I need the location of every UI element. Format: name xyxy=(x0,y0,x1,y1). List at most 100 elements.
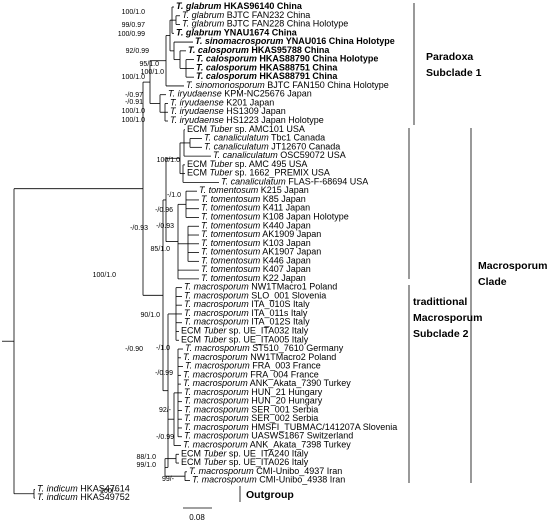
support-value: -/0.93 xyxy=(156,223,174,230)
tip-species: T. sinomonosporum xyxy=(186,80,265,90)
support-value: -/0.99 xyxy=(155,370,173,377)
tip-voucher: FRA_004 France xyxy=(250,370,319,380)
tip-label: ECM Tuber sp. UE_ITA240 Italy xyxy=(181,449,309,459)
tip-voucher: CMI-Unibo_4937 Iran xyxy=(256,466,342,476)
tip-label: T. macrosporum ITA_010S Italy xyxy=(184,300,310,310)
support-value: -/0.97 xyxy=(125,92,143,99)
support-value: 99/0.97 xyxy=(122,22,145,29)
tip-label: T. macrosporum HUN_21 Hungary xyxy=(184,387,323,397)
support-value: 100/1.0 xyxy=(157,157,180,164)
tip-label: T. tomentosum K103 Japan xyxy=(201,238,311,248)
support-value: 100/1.0 xyxy=(141,69,164,76)
tip-voucher: sp. UE_ITA005 Italy xyxy=(229,335,309,345)
tip-label: T. macrosporum NW1TMacro1 Poland xyxy=(184,282,337,292)
tip-species: T. calosporum xyxy=(196,63,257,73)
tip-label: T. calosporum HKAS88791 China xyxy=(196,72,338,82)
tip-label: T. macrosporum ST510_7610 Germany xyxy=(185,343,344,353)
support-value: 95/1.0 xyxy=(140,61,160,68)
clade-label: Subclade 2 xyxy=(413,328,469,340)
tip-voucher: SER_001 Serbia xyxy=(251,405,318,415)
support-value: 100/1.0 xyxy=(93,272,116,279)
tip-voucher: HUN_21 Hungary xyxy=(251,387,323,397)
tip-species: T. canaliculatum xyxy=(213,150,278,160)
tip-voucher: K407 Japan xyxy=(263,264,311,274)
tip-species: T. iryudaense xyxy=(170,115,224,125)
support-value: 100/1.0 xyxy=(122,108,145,115)
tip-voucher: AK1907 Japan xyxy=(262,247,321,257)
tip-voucher: NW1TMacro1 Poland xyxy=(251,282,337,292)
tip-species: T. glabrum xyxy=(182,10,225,20)
tip-species: T. tomentosum xyxy=(201,221,261,231)
tip-voucher: HUN_20 Hungary xyxy=(251,396,323,406)
tip-species: T. macrosporum xyxy=(183,352,248,362)
tip-voucher: SER_002 Serbia xyxy=(251,414,318,424)
tip-label: T. macrosporum NW1TMacro2 Poland xyxy=(183,352,336,362)
tip-voucher: BJTC FAN232 China xyxy=(227,10,311,20)
tip-voucher: sp. AMC 495 USA xyxy=(235,159,308,169)
tip-label: ECM Tuber sp. UE_ITA005 Italy xyxy=(181,335,309,345)
tip-label: T. macrosporum ANK_Akata_7390 Turkey xyxy=(183,378,351,388)
tip-label: ECM Tuber sp. AMC 495 USA xyxy=(187,159,307,169)
tip-species: Tuber xyxy=(210,159,234,169)
tip-label: ECM Tuber sp. AMC101 USA xyxy=(187,124,305,134)
clade-label: Subclade 1 xyxy=(426,67,482,79)
tip-label: T. iryudaense HS1223 Japan Holotype xyxy=(170,115,324,125)
tip-voucher: K411 Japan xyxy=(263,203,310,213)
tip-voucher: ANK_Akata_7398 Turkey xyxy=(250,440,352,450)
tip-label: T. tomentosum K108 Japan Holotype xyxy=(201,212,349,222)
tip-prefix: ECM xyxy=(181,449,201,459)
tip-voucher: sp. UE_ITA026 Italy xyxy=(229,457,309,467)
tip-label: T. iryudaense K201 Japan xyxy=(170,98,274,108)
support-value: -/1.0 xyxy=(156,345,170,352)
tip-label: T. sinomacrosporum YNAU016 China Holotyp… xyxy=(195,36,395,46)
tip-species: T. tomentosum xyxy=(201,212,261,222)
tip-voucher: YNAU016 China Holotype xyxy=(286,36,395,46)
clade-label: Paradoxa xyxy=(426,51,473,63)
tree-branches xyxy=(2,6,219,499)
tip-label: T. glabrum BJTC FAN228 China Holotype xyxy=(182,19,348,29)
support-value: 100/1.0 xyxy=(122,117,145,124)
tip-species: T. iryudaense xyxy=(170,107,224,117)
tip-species: T. macrosporum xyxy=(184,291,249,301)
tip-species: T. glabrum xyxy=(176,1,221,11)
tip-voucher: HKAS49752 xyxy=(80,492,130,502)
tip-voucher: ITA_012S Italy xyxy=(251,317,310,327)
tip-label: T. macrosporum HUN_20 Hungary xyxy=(184,396,323,406)
tip-voucher: BJTC FAN150 China Holotype xyxy=(267,80,389,90)
tip-prefix: ECM xyxy=(187,124,207,134)
tip-label: T. canaliculatum FLAS-F-68694 USA xyxy=(221,177,368,187)
tip-voucher: KPM-NC25676 Japan xyxy=(224,89,312,99)
tip-species: Tuber xyxy=(204,335,228,345)
tip-species: T. tomentosum xyxy=(201,247,261,257)
support-value: 99/1.0 xyxy=(137,462,157,469)
tip-label: T. calosporum HKAS88751 China xyxy=(196,63,338,73)
tip-label: T. tomentosum K446 Japan xyxy=(201,256,311,266)
tip-label: ECM Tuber sp. UE_ITA026 Italy xyxy=(181,457,309,467)
tip-prefix: ECM xyxy=(181,457,201,467)
tip-label: T. macrosporum FRA_003 France xyxy=(185,361,321,371)
tip-species: T. macrosporum xyxy=(183,378,248,388)
tip-voucher: YNAU1674 China xyxy=(224,28,298,38)
support-value: -/0.99 xyxy=(156,434,174,441)
tip-voucher: NW1TMacro2 Poland xyxy=(250,352,336,362)
support-value: 85/1.0 xyxy=(151,246,171,253)
tip-species: T. tomentosum xyxy=(201,203,261,213)
tip-label: T. canaliculatum JT12670 Canada xyxy=(204,142,340,152)
tip-species: Tuber xyxy=(204,326,228,336)
tip-label: T. macrosporum ITA_012S Italy xyxy=(184,317,310,327)
tip-species: T. macrosporum xyxy=(192,475,257,485)
tip-voucher: ANK_Akata_7390 Turkey xyxy=(250,378,352,388)
tip-species: T. indicum xyxy=(37,492,78,502)
tip-species: T. macrosporum xyxy=(189,466,254,476)
tip-voucher: FRA_003 France xyxy=(252,361,321,371)
clade-label: Outgroup xyxy=(246,489,294,501)
tip-species: Tuber xyxy=(204,449,228,459)
tip-voucher: JT12670 Canada xyxy=(271,142,340,152)
tip-voucher: sp. UE_ITA240 Italy xyxy=(229,449,309,459)
tip-label: T. canaliculatum OSC59072 USA xyxy=(213,150,346,160)
tip-species: T. tomentosum xyxy=(201,229,261,239)
support-value: -/0.93 xyxy=(130,225,148,232)
tip-voucher: CMI-Unibo_4938 Iran xyxy=(259,475,345,485)
clade-label: Macrosporum xyxy=(478,260,547,272)
tip-voucher: OSC59072 USA xyxy=(280,150,346,160)
